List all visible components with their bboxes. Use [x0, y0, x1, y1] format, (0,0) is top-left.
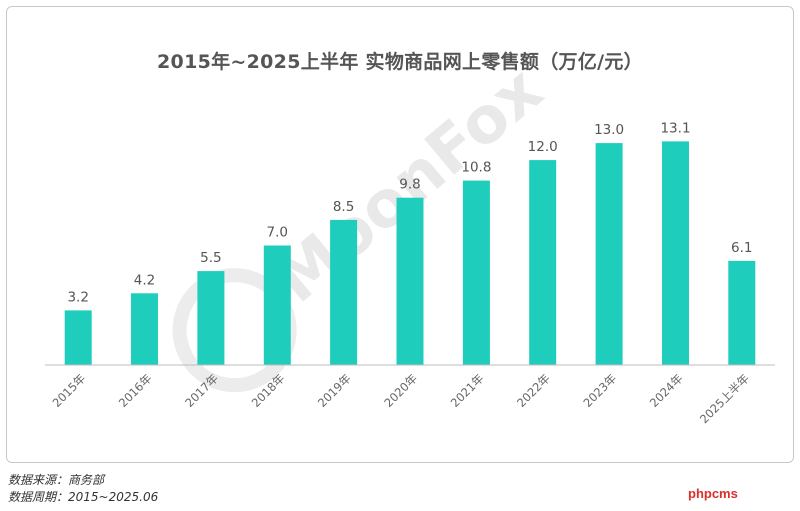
- bar-value-label-10: 6.1: [731, 240, 752, 256]
- bar-value-label-0: 3.2: [67, 289, 88, 305]
- x-tick-label-0: 2015年: [50, 371, 89, 410]
- bar-4: [330, 219, 358, 365]
- bar-value-label-7: 12.0: [528, 139, 558, 155]
- bar-6: [462, 180, 490, 365]
- x-tick-label-6: 2021年: [448, 371, 487, 410]
- bar-7: [529, 160, 557, 365]
- bar-value-label-5: 9.8: [399, 177, 420, 193]
- bar-value-label-6: 10.8: [461, 160, 491, 176]
- bar-8: [595, 143, 623, 365]
- bar-3: [263, 245, 291, 365]
- data-source: 数据来源：商务部: [8, 473, 105, 487]
- site-watermark: phpcms: [688, 486, 738, 501]
- bar-value-label-2: 5.5: [200, 250, 221, 266]
- bars-group: 3.2 4.2 5.5 7.0 8.5 9.8 10.8 12.0 13.0 13.1 6.1: [64, 120, 756, 365]
- data-period: 数据周期：2015~2025.06: [8, 490, 159, 504]
- bar-5: [396, 197, 424, 365]
- bar-10: [728, 260, 756, 365]
- x-tick-label-9: 2024年: [647, 371, 686, 410]
- x-tick-label-7: 2022年: [514, 371, 553, 410]
- bar-value-label-3: 7.0: [267, 225, 288, 241]
- x-tick-label-4: 2019年: [315, 371, 354, 410]
- x-tick-label-10: 2025上半年: [697, 371, 752, 426]
- bar-value-label-1: 4.2: [134, 272, 155, 288]
- x-tick-label-5: 2020年: [381, 371, 420, 410]
- bar-0: [64, 310, 92, 365]
- bar-value-label-4: 8.5: [333, 199, 354, 215]
- bar-chart: MoonFox 3.24.25.57.08.59.810.812.013.0 13…: [45, 53, 775, 426]
- bar-2: [197, 271, 225, 365]
- bar-9: [662, 141, 689, 365]
- x-tick-label-8: 2023年: [580, 371, 619, 410]
- chart-title: 2015年~2025上半年 实物商品网上零售额（万亿/元）: [157, 51, 643, 73]
- bar-1: [131, 293, 158, 365]
- x-tick-label-1: 2016年: [116, 371, 155, 410]
- bar-value-label-9: 13.1: [660, 120, 690, 136]
- x-tick-labels: 2015年 2016年 2017年 2018年 2019年 2020年 2021年 2022年…: [50, 371, 752, 426]
- bar-value-label-8: 13.0: [594, 122, 624, 138]
